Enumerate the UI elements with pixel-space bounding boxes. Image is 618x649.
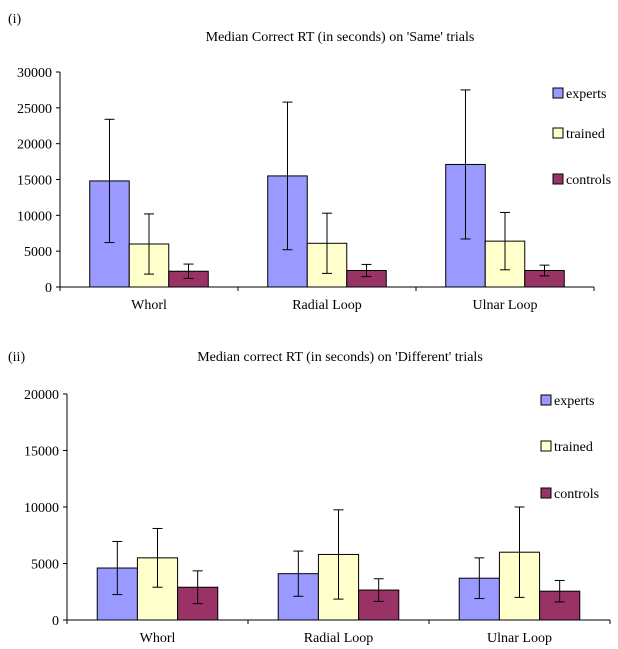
chart-title: Median correct RT (in seconds) on 'Diffe… — [197, 350, 483, 365]
y-tick-label: 10000 — [24, 501, 59, 516]
y-tick-label: 20000 — [17, 138, 52, 153]
legend-swatch-controls — [552, 173, 564, 185]
x-tick-label: Radial Loop — [292, 298, 362, 313]
legend-swatch-experts — [540, 394, 552, 406]
panel-label: (ii) — [8, 350, 26, 365]
y-tick-label: 0 — [52, 614, 59, 629]
x-tick-label: Ulnar Loop — [487, 631, 552, 646]
chart-panel-same: (i) Median Correct RT (in seconds) on 'S… — [0, 0, 618, 320]
legend-label: experts — [566, 87, 606, 102]
legend-label: trained — [554, 440, 593, 455]
y-tick-label: 10000 — [17, 209, 52, 224]
y-tick-label: 20000 — [24, 388, 59, 403]
legend-swatch-controls — [540, 487, 552, 499]
y-tick-label: 30000 — [17, 66, 52, 81]
bar-chart-same: 0 5000 10000 15000 20000 25000 30000 Whorl Radia… — [17, 66, 611, 313]
legend-label: controls — [554, 487, 599, 502]
legend-label: trained — [566, 127, 605, 142]
x-tick-label: Whorl — [131, 298, 167, 313]
legend-label: experts — [554, 394, 594, 409]
legend-swatch-experts — [552, 87, 564, 99]
y-tick-label: 25000 — [17, 102, 52, 117]
x-tick-label: Radial Loop — [304, 631, 374, 646]
chart-panel-different: (ii) Median correct RT (in seconds) on '… — [0, 330, 618, 649]
panel-label: (i) — [8, 12, 22, 27]
chart-title: Median Correct RT (in seconds) on 'Same'… — [205, 30, 475, 45]
x-tick-label: Ulnar Loop — [473, 298, 538, 313]
y-tick-label: 15000 — [17, 174, 52, 189]
y-tick-label: 0 — [45, 281, 52, 296]
y-tick-label: 15000 — [24, 445, 59, 460]
x-tick-label: Whorl — [140, 631, 176, 646]
legend-swatch-trained — [552, 127, 564, 139]
y-tick-label: 5000 — [31, 558, 59, 573]
legend-swatch-trained — [540, 440, 552, 452]
legend-label: controls — [566, 173, 611, 188]
bar-chart-different: 0 5000 10000 15000 20000 Whorl Radial Loop Ulna… — [24, 388, 611, 646]
y-tick-label: 5000 — [24, 245, 52, 260]
